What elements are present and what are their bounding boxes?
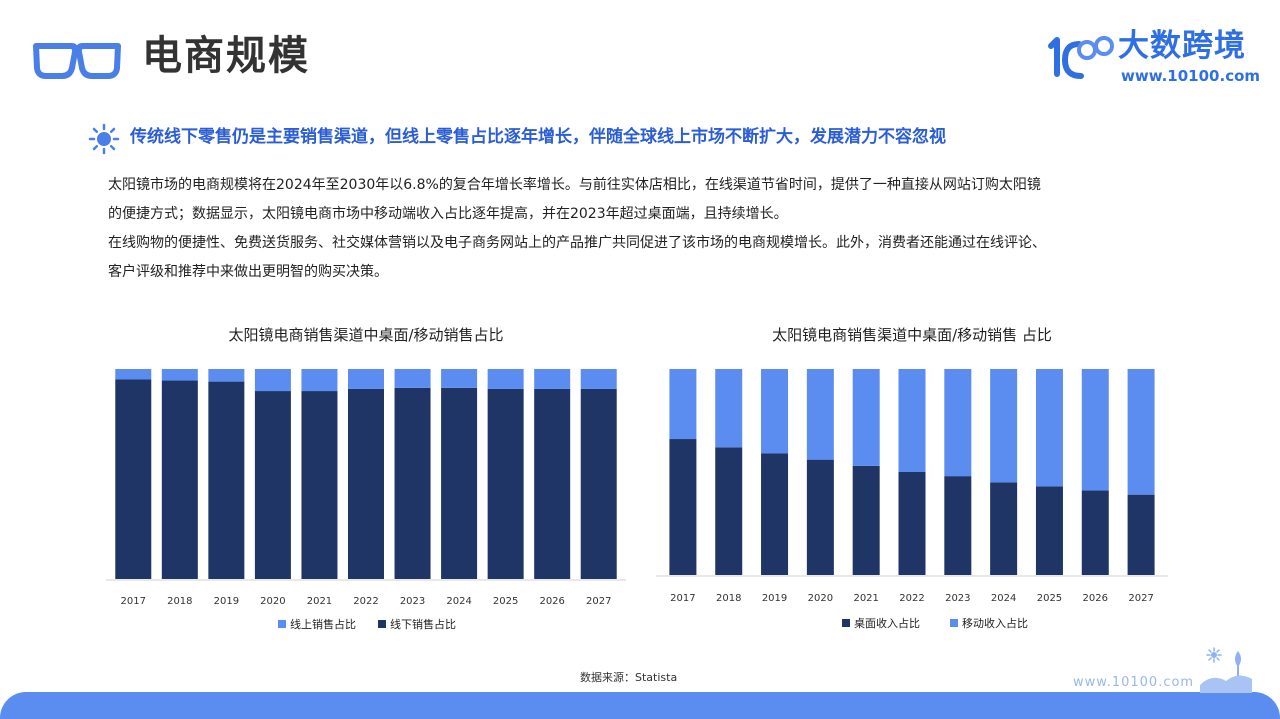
body-line-2: 的便捷方式；数据显示，太阳镜电商市场中移动端收入占比逐年提高，并在2023年超过… — [108, 206, 788, 222]
bar-segment-2022-0 — [898, 472, 926, 575]
page-title: 电商规模 — [142, 33, 310, 79]
bar-segment-2022-0 — [348, 369, 384, 389]
logo-text: 大数跨境 — [1118, 28, 1246, 64]
legend-label: 移动收入占比 — [962, 616, 1028, 630]
bar-segment-2020-0 — [254, 369, 291, 392]
bar-segment-2021-0 — [852, 465, 880, 575]
bar-segment-2021-1 — [852, 369, 880, 466]
footer-url[interactable]: www.10100.com — [1073, 675, 1195, 690]
headline: 传统线下零售仍是主要销售渠道，但线上零售占比逐年增长，伴随全球线上市场不断扩大，… — [130, 127, 946, 147]
x-tick-label: 2020 — [808, 593, 833, 604]
bar-segment-2018-0 — [715, 447, 743, 575]
chart-title: 太阳镜电商销售渠道中桌面/移动销售占比 — [228, 326, 503, 344]
glasses-icon — [33, 43, 121, 79]
x-tick-label: 2023 — [400, 596, 425, 607]
x-tick-label: 2025 — [493, 596, 518, 607]
bar-segment-2019-1 — [208, 381, 245, 579]
bar-segment-2024-1 — [441, 387, 478, 579]
bar-segment-2022-1 — [348, 388, 384, 579]
legend-swatch — [378, 620, 386, 628]
bar-segment-2018-1 — [161, 380, 198, 579]
bar-segment-2019-0 — [208, 369, 245, 382]
x-tick-label: 2026 — [1083, 593, 1108, 604]
legend-swatch — [950, 619, 958, 627]
bar-segment-2017-0 — [669, 439, 697, 575]
bar-segment-2025-0 — [1035, 486, 1063, 575]
bar-segment-2019-0 — [761, 453, 789, 575]
bar-segment-2018-0 — [161, 369, 198, 381]
bar-segment-2025-0 — [487, 369, 524, 389]
footer-band — [0, 692, 1280, 719]
x-tick-label: 2018 — [716, 593, 741, 604]
bar-segment-2025-1 — [1035, 369, 1063, 487]
bar-segment-2026-0 — [534, 369, 571, 389]
logo-url[interactable]: www.10100.com — [1121, 67, 1261, 85]
bar-segment-2017-1 — [669, 369, 697, 440]
device-share-chart: 太阳镜电商销售渠道中桌面/移动销售 占比 2017 2018 2019 2020 2021… — [656, 326, 1168, 630]
bar-segment-2026-1 — [1081, 369, 1109, 491]
x-tick-label: 2019 — [214, 596, 239, 607]
bar-segment-2027-1 — [1127, 369, 1155, 495]
bar-segment-2027-0 — [1127, 494, 1155, 575]
x-tick-label: 2024 — [991, 593, 1016, 604]
x-tick-label: 2017 — [670, 593, 695, 604]
chart-title: 太阳镜电商销售渠道中桌面/移动销售 占比 — [772, 326, 1052, 344]
bar-segment-2018-1 — [715, 369, 743, 448]
x-tick-label: 2024 — [446, 596, 471, 607]
bar-segment-2023-0 — [394, 369, 431, 388]
x-tick-label: 2018 — [167, 596, 192, 607]
body-line-4: 客户评级和推荐中来做出更明智的购买决策。 — [108, 264, 388, 280]
bar-segment-2024-0 — [441, 369, 478, 388]
bar-segment-2023-0 — [944, 476, 972, 575]
logo-10100-icon — [1048, 36, 1114, 79]
x-tick-label: 2022 — [899, 593, 924, 604]
body-line-1: 太阳镜市场的电商规模将在2024年至2030年以6.8%的复合年增长率增长。与前… — [108, 177, 1041, 193]
channel-share-chart: 太阳镜电商销售渠道中桌面/移动销售占比 2017 2018 2019 2020 2021 2… — [106, 326, 626, 631]
sun-icon — [88, 123, 120, 155]
bar-segment-2023-1 — [394, 387, 431, 579]
bar-segment-2024-0 — [990, 482, 1018, 575]
x-tick-label: 2021 — [307, 596, 332, 607]
legend-label: 线下销售占比 — [390, 617, 456, 631]
x-tick-label: 2027 — [1128, 593, 1153, 604]
bar-segment-2026-1 — [534, 388, 571, 579]
bar-segment-2020-1 — [806, 369, 834, 460]
bar-segment-2027-1 — [580, 388, 617, 579]
bar-segment-2020-1 — [254, 391, 291, 579]
x-tick-label: 2026 — [539, 596, 564, 607]
bar-segment-2024-1 — [990, 369, 1018, 483]
bar-segment-2017-1 — [115, 379, 152, 579]
x-tick-label: 2019 — [762, 593, 787, 604]
x-tick-label: 2017 — [121, 596, 146, 607]
body-line-3: 在线购物的便捷性、免费送货服务、社交媒体营销以及电子商务网站上的产品推广共同促进… — [108, 235, 1046, 251]
x-tick-label: 2027 — [586, 596, 611, 607]
x-tick-label: 2021 — [853, 593, 878, 604]
x-tick-label: 2022 — [353, 596, 378, 607]
x-tick-label: 2025 — [1037, 593, 1062, 604]
x-tick-label: 2023 — [945, 593, 970, 604]
bar-segment-2025-1 — [487, 388, 524, 579]
bar-segment-2021-1 — [301, 391, 338, 579]
bar-segment-2020-0 — [806, 459, 834, 575]
x-tick-label: 2020 — [260, 596, 285, 607]
bar-segment-2023-1 — [944, 369, 972, 477]
data-source: 数据来源：Statista — [580, 671, 678, 684]
bar-segment-2021-0 — [301, 369, 338, 392]
legend-swatch — [278, 620, 286, 628]
bar-segment-2022-1 — [898, 369, 926, 472]
bar-segment-2026-0 — [1081, 490, 1109, 575]
legend-label: 线上销售占比 — [290, 617, 356, 631]
bar-segment-2017-0 — [115, 369, 152, 380]
bar-segment-2027-0 — [580, 369, 617, 389]
bar-segment-2019-1 — [761, 369, 789, 454]
legend-label: 桌面收入占比 — [854, 616, 920, 630]
legend-swatch — [842, 619, 850, 627]
landscape-icon — [1200, 647, 1252, 693]
